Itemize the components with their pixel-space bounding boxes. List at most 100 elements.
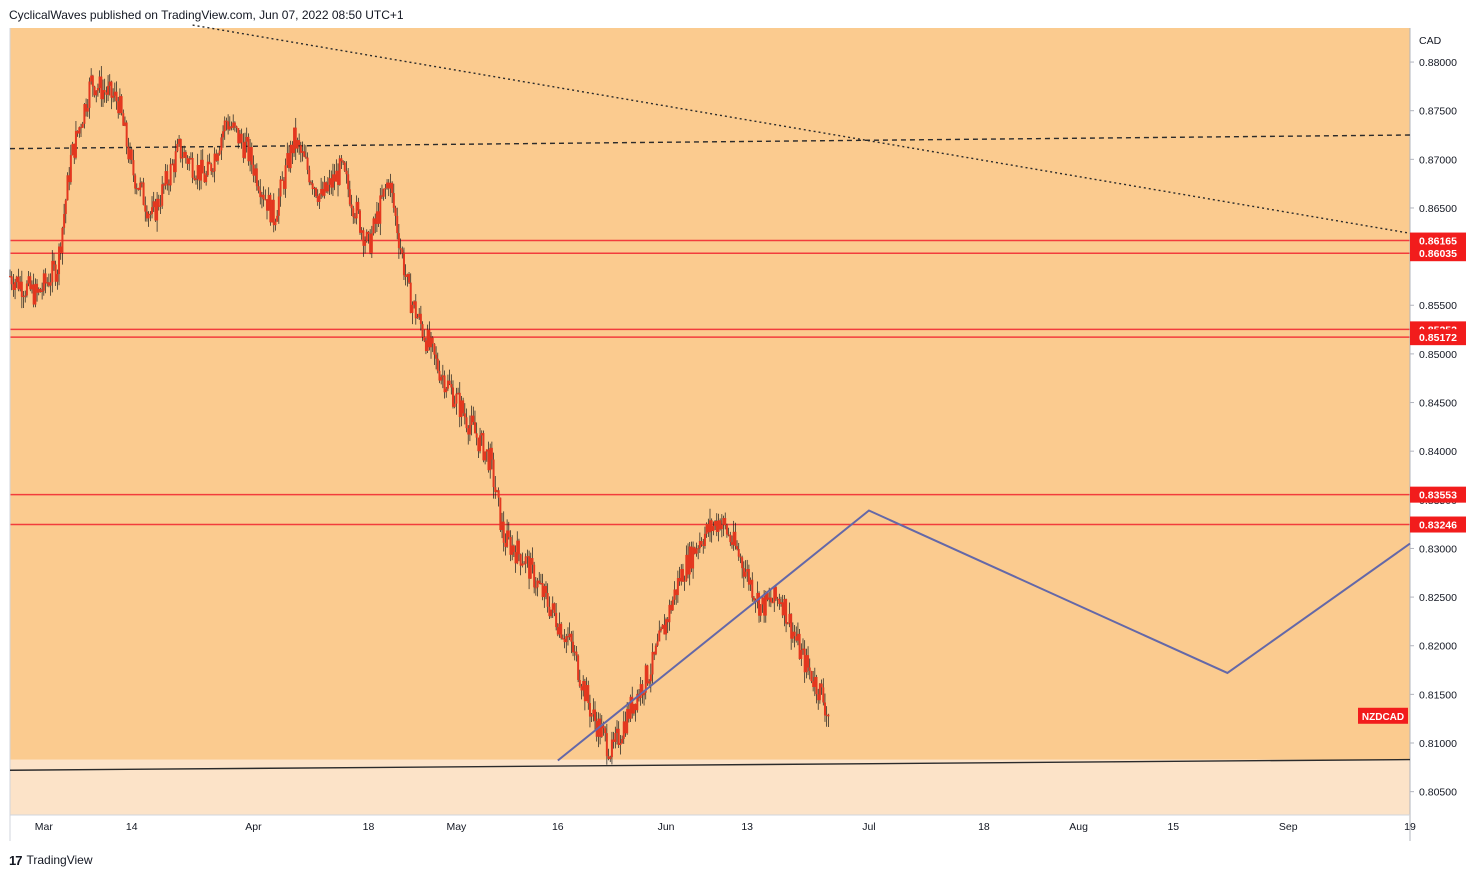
candle-body: [10, 276, 13, 285]
candle-body: [364, 241, 367, 246]
candle-body: [555, 612, 558, 628]
candle-body: [480, 433, 483, 436]
candle-body: [107, 85, 110, 95]
candle-body: [697, 548, 700, 550]
candle-body: [159, 205, 162, 207]
candle-body: [355, 201, 358, 219]
candle-body: [536, 580, 539, 588]
candle-body: [208, 161, 211, 165]
candle-body: [605, 733, 608, 757]
candle-body: [140, 182, 143, 184]
candle-body: [144, 204, 147, 212]
candle-body: [790, 613, 793, 639]
level-badge: [1410, 486, 1466, 503]
candle-body: [517, 540, 520, 555]
price-tick-label: 0.84000: [1419, 446, 1457, 458]
candle-body: [634, 703, 637, 711]
candle-body: [396, 215, 399, 234]
candle-body: [127, 146, 130, 160]
candle-body: [616, 728, 619, 734]
candle-body: [730, 542, 733, 545]
candle-body: [58, 246, 61, 275]
candle-body: [472, 415, 475, 423]
candle-body: [66, 175, 69, 201]
candle-body: [201, 159, 204, 174]
candle-body: [331, 174, 334, 188]
price-chart[interactable]: 0.80500 0.81000 0.81500 0.82000 0.82500 0.830…: [0, 0, 1478, 846]
candle-body: [340, 158, 343, 162]
candle-body: [386, 182, 389, 188]
candle-body: [211, 171, 214, 173]
candle-body: [59, 246, 62, 254]
candle-body: [507, 530, 510, 537]
candle-body: [245, 136, 248, 142]
candle-body: [115, 91, 118, 102]
candle-body: [808, 667, 811, 671]
candle-body: [758, 592, 761, 616]
candle-body: [566, 636, 569, 638]
candle-body: [504, 542, 507, 547]
candle-body: [154, 201, 157, 221]
level-badge: [1410, 232, 1466, 249]
candle-body: [560, 623, 563, 639]
candle-body: [137, 188, 140, 190]
candle-body: [411, 304, 414, 313]
candle-body: [585, 685, 588, 702]
price-axis[interactable]: [1410, 28, 1467, 815]
candle-body: [216, 154, 219, 161]
candle-body: [250, 147, 253, 165]
candle-body: [734, 531, 737, 547]
time-tick-label: 19: [1404, 821, 1416, 833]
candle-body: [362, 230, 365, 246]
candle-body: [732, 531, 735, 545]
candle-body: [685, 554, 688, 581]
candle-body: [774, 586, 777, 599]
level-badge: [1410, 329, 1466, 346]
price-tick-label: 0.87000: [1419, 154, 1457, 166]
symbol-label: NZDCAD: [1362, 712, 1404, 723]
level-badge-label: 0.86165: [1419, 236, 1457, 248]
candle-body: [546, 592, 549, 607]
candle-body: [610, 739, 613, 758]
candle-body: [556, 627, 559, 635]
candle-body: [572, 641, 575, 653]
candle-body: [240, 133, 243, 143]
candle-body: [301, 151, 304, 153]
candle-body: [252, 164, 255, 176]
candle-body: [639, 684, 642, 699]
time-axis[interactable]: [10, 815, 1410, 841]
candle-body: [514, 552, 517, 564]
candle-body: [326, 184, 329, 192]
candle-body: [299, 145, 302, 153]
candle-body: [125, 122, 128, 147]
candle-body: [78, 127, 81, 134]
candle-body: [83, 104, 86, 124]
candle-body: [465, 417, 468, 429]
candle-body: [49, 282, 52, 286]
candle-body: [600, 725, 603, 737]
candle-body: [198, 165, 201, 181]
candle-body: [181, 157, 184, 159]
candle-body: [463, 413, 466, 418]
time-axis-labels: Mar 14 Apr 18 May 16 Jun 13 Jul 18 Aug 15 Sep 19: [35, 821, 1416, 833]
candle-body: [27, 276, 30, 284]
candle-body: [818, 683, 821, 701]
candle-body: [74, 130, 77, 158]
tradingview-logo[interactable]: 17 TradingView: [9, 852, 93, 868]
candle-body: [34, 283, 37, 305]
candle-body: [315, 188, 318, 197]
candle-body: [316, 196, 319, 202]
candle-body: [470, 415, 473, 426]
candle-body: [262, 194, 265, 200]
candle-body: [330, 178, 333, 188]
header-bar: CyclicalWaves published on TradingView.c…: [0, 0, 1478, 28]
candle-body: [768, 597, 771, 600]
candle-body: [678, 578, 681, 582]
candle-body: [377, 211, 380, 224]
candle-body: [191, 157, 194, 178]
candle-body: [803, 648, 806, 673]
candle-body: [827, 714, 830, 717]
candle-body: [320, 188, 323, 195]
price-tick-label: 0.81000: [1419, 738, 1457, 750]
price-tick-label: 0.82000: [1419, 641, 1457, 653]
